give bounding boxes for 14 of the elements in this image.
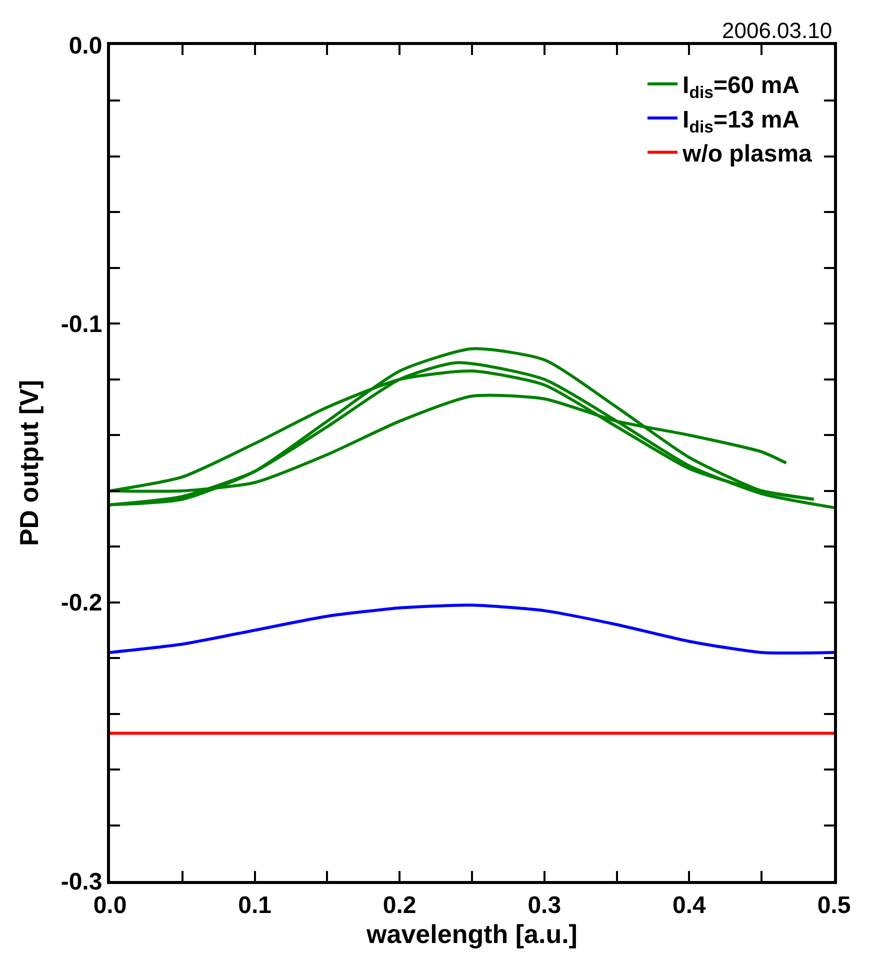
legend-label: I$_{dis}$=60 mA [682,72,800,102]
y-tick-label: -0.1 [60,311,102,338]
text: 2006.03.10 [722,18,832,43]
y-tick-label: -0.2 [60,590,102,617]
x-tick-label: 0.2 [382,892,416,919]
legend-label: w/o plasma [682,140,813,168]
x-tick-label: 0.1 [238,892,272,919]
y-tick-label: 0.0 [68,32,102,60]
x-tick-label: 0.4 [672,892,707,919]
x-tick-label: 0.3 [528,892,562,919]
x-axis-title: wavelength [a.u.] [366,918,578,949]
legend-label: I$_{dis}$=13 mA [682,106,800,136]
x-tick-label: 0.5 [817,892,851,919]
y-axis-title: PD output [V] [14,380,44,546]
